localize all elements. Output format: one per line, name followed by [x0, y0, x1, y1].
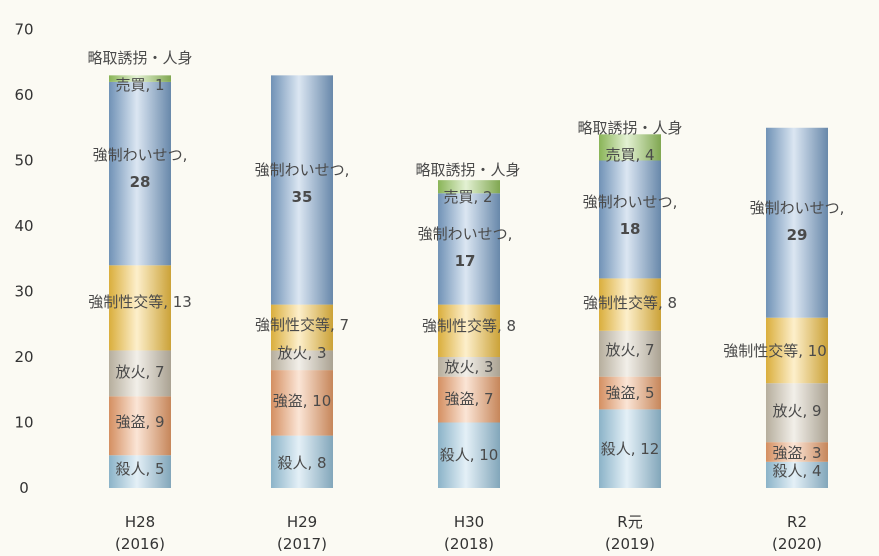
segment-label: 殺人, 5 [115, 460, 164, 478]
bar-segment [438, 304, 500, 357]
segment-label: 殺人, 12 [601, 440, 660, 458]
segment-label: 強制性交等, 7 [255, 316, 349, 334]
segment-label: 放火, 3 [277, 344, 326, 362]
segment-label: 強制性交等, 8 [583, 294, 677, 312]
segment-labels: 殺人, 5 殺人, 8 殺人, 10 殺人, 12 殺人, 4 強盗, 9 強盗, 10 強盗… [87, 49, 844, 480]
x-tick-sublabel: (2019) [605, 535, 655, 553]
segment-label: 強制わいせつ, [255, 161, 350, 179]
bar-segment [438, 422, 500, 488]
bar-segment [599, 134, 661, 161]
bar-segment [766, 127, 828, 318]
bar-segment [599, 330, 661, 377]
x-tick-label: H28 [125, 513, 155, 531]
x-tick-sublabel: (2020) [772, 535, 822, 553]
segment-label: 殺人, 10 [440, 446, 499, 464]
segment-label: 放火, 3 [444, 358, 493, 376]
segment-label: 強盗, 9 [115, 413, 164, 431]
bar-segment [271, 370, 333, 436]
segment-label: 強制わいせつ, [93, 146, 188, 164]
bar-segment [438, 180, 500, 194]
segment-label: 28 [130, 173, 151, 191]
y-tick-label: 40 [14, 217, 33, 235]
bar-segment [271, 75, 333, 305]
segment-label: 強制性交等, 8 [422, 317, 516, 335]
segment-label: 殺人, 8 [277, 454, 326, 472]
segment-label: 強盗, 5 [605, 384, 654, 402]
y-tick-label: 20 [14, 348, 33, 366]
bar-segment [599, 160, 661, 279]
bar-segment [109, 396, 171, 456]
segment-label: 35 [292, 188, 313, 206]
segment-label: 29 [787, 226, 808, 244]
bar-segment [271, 350, 333, 371]
segment-label: 放火, 7 [115, 363, 164, 381]
segment-label: 略取誘拐・人身 [577, 119, 682, 137]
bar-segment [766, 461, 828, 488]
bar-segment [599, 409, 661, 488]
y-tick-label: 30 [14, 283, 33, 301]
segment-label: 強盗, 7 [444, 390, 493, 408]
x-tick-sublabel: (2017) [277, 535, 327, 553]
bar-segment [599, 376, 661, 410]
bar-segment [109, 455, 171, 488]
segment-label: 17 [455, 252, 476, 270]
segment-label: 略取誘拐・人身 [415, 161, 520, 179]
y-tick-label: 60 [14, 86, 33, 104]
bar-segment [109, 265, 171, 351]
y-tick-label: 0 [19, 479, 29, 497]
y-tick-label: 70 [14, 21, 33, 39]
x-tick-sublabel: (2018) [444, 535, 494, 553]
segment-label: 強制わいせつ, [583, 193, 678, 211]
segment-label: 売買, 1 [115, 76, 164, 94]
segment-label: 強制わいせつ, [750, 199, 845, 217]
x-tick-sublabel: (2016) [115, 535, 165, 553]
segment-label: 売買, 4 [605, 146, 654, 164]
segment-label: 売買, 2 [443, 188, 492, 206]
segment-label: 殺人, 4 [772, 462, 821, 480]
y-tick-label: 50 [14, 152, 33, 170]
bar-segment [438, 357, 500, 377]
bar-segment [109, 350, 171, 397]
bar-segment [109, 81, 171, 266]
segment-label: 放火, 9 [772, 402, 821, 420]
x-tick-label: H29 [287, 513, 317, 531]
segment-label: 強制性交等, 13 [88, 293, 192, 311]
segment-label: 強制わいせつ, [418, 225, 513, 243]
segment-label: 強制性交等, 10 [723, 342, 827, 360]
bar-segment [766, 317, 828, 384]
segment-label: 強盗, 3 [772, 444, 821, 462]
x-axis: H28 (2016) H29 (2017) H30 (2018) R元 (2019) R2 (20… [115, 513, 822, 553]
y-axis: 0 10 20 30 40 50 60 70 [14, 21, 33, 498]
bar-segment [271, 435, 333, 488]
bar-segment [438, 376, 500, 423]
bars [109, 75, 828, 488]
x-tick-label: R元 [617, 513, 642, 531]
bar-segment [271, 304, 333, 351]
bar-segment [766, 442, 828, 462]
bar-segment [438, 193, 500, 305]
bar-segment [599, 278, 661, 331]
segment-label: 略取誘拐・人身 [87, 49, 192, 67]
segment-label: 18 [620, 220, 641, 238]
bar-segment [109, 75, 171, 82]
segment-label: 放火, 7 [605, 341, 654, 359]
segment-label: 強盗, 10 [273, 392, 332, 410]
y-tick-label: 10 [14, 414, 33, 432]
bar-segment [766, 383, 828, 443]
x-tick-label: H30 [454, 513, 484, 531]
x-tick-label: R2 [787, 513, 807, 531]
